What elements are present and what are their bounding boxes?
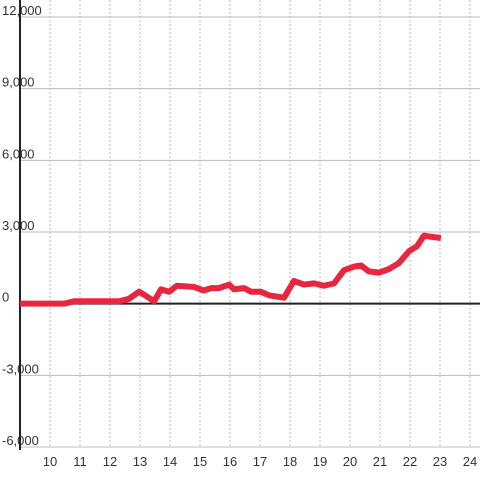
y-tick-label: 9,000 — [2, 75, 35, 90]
x-tick-label: 19 — [313, 454, 327, 469]
x-tick-label: 22 — [403, 454, 417, 469]
x-tick-label: 24 — [463, 454, 477, 469]
x-tick-label: 14 — [163, 454, 177, 469]
x-tick-label: 20 — [343, 454, 357, 469]
x-tick-label: 10 — [43, 454, 57, 469]
x-tick-label: 23 — [433, 454, 447, 469]
x-tick-label: 12 — [103, 454, 117, 469]
x-tick-label: 13 — [133, 454, 147, 469]
x-tick-label: 16 — [223, 454, 237, 469]
x-tick-label: 11 — [73, 454, 87, 469]
x-tick-label: 17 — [253, 454, 267, 469]
y-tick-label: 12,000 — [2, 3, 42, 18]
y-tick-label: 0 — [2, 290, 9, 305]
x-tick-label: 21 — [373, 454, 387, 469]
data-line — [20, 232, 442, 307]
x-tick-label: 15 — [193, 454, 207, 469]
y-tick-label: 6,000 — [2, 146, 35, 161]
y-tick-label: 3,000 — [2, 218, 35, 233]
x-tick-label: 18 — [283, 454, 297, 469]
